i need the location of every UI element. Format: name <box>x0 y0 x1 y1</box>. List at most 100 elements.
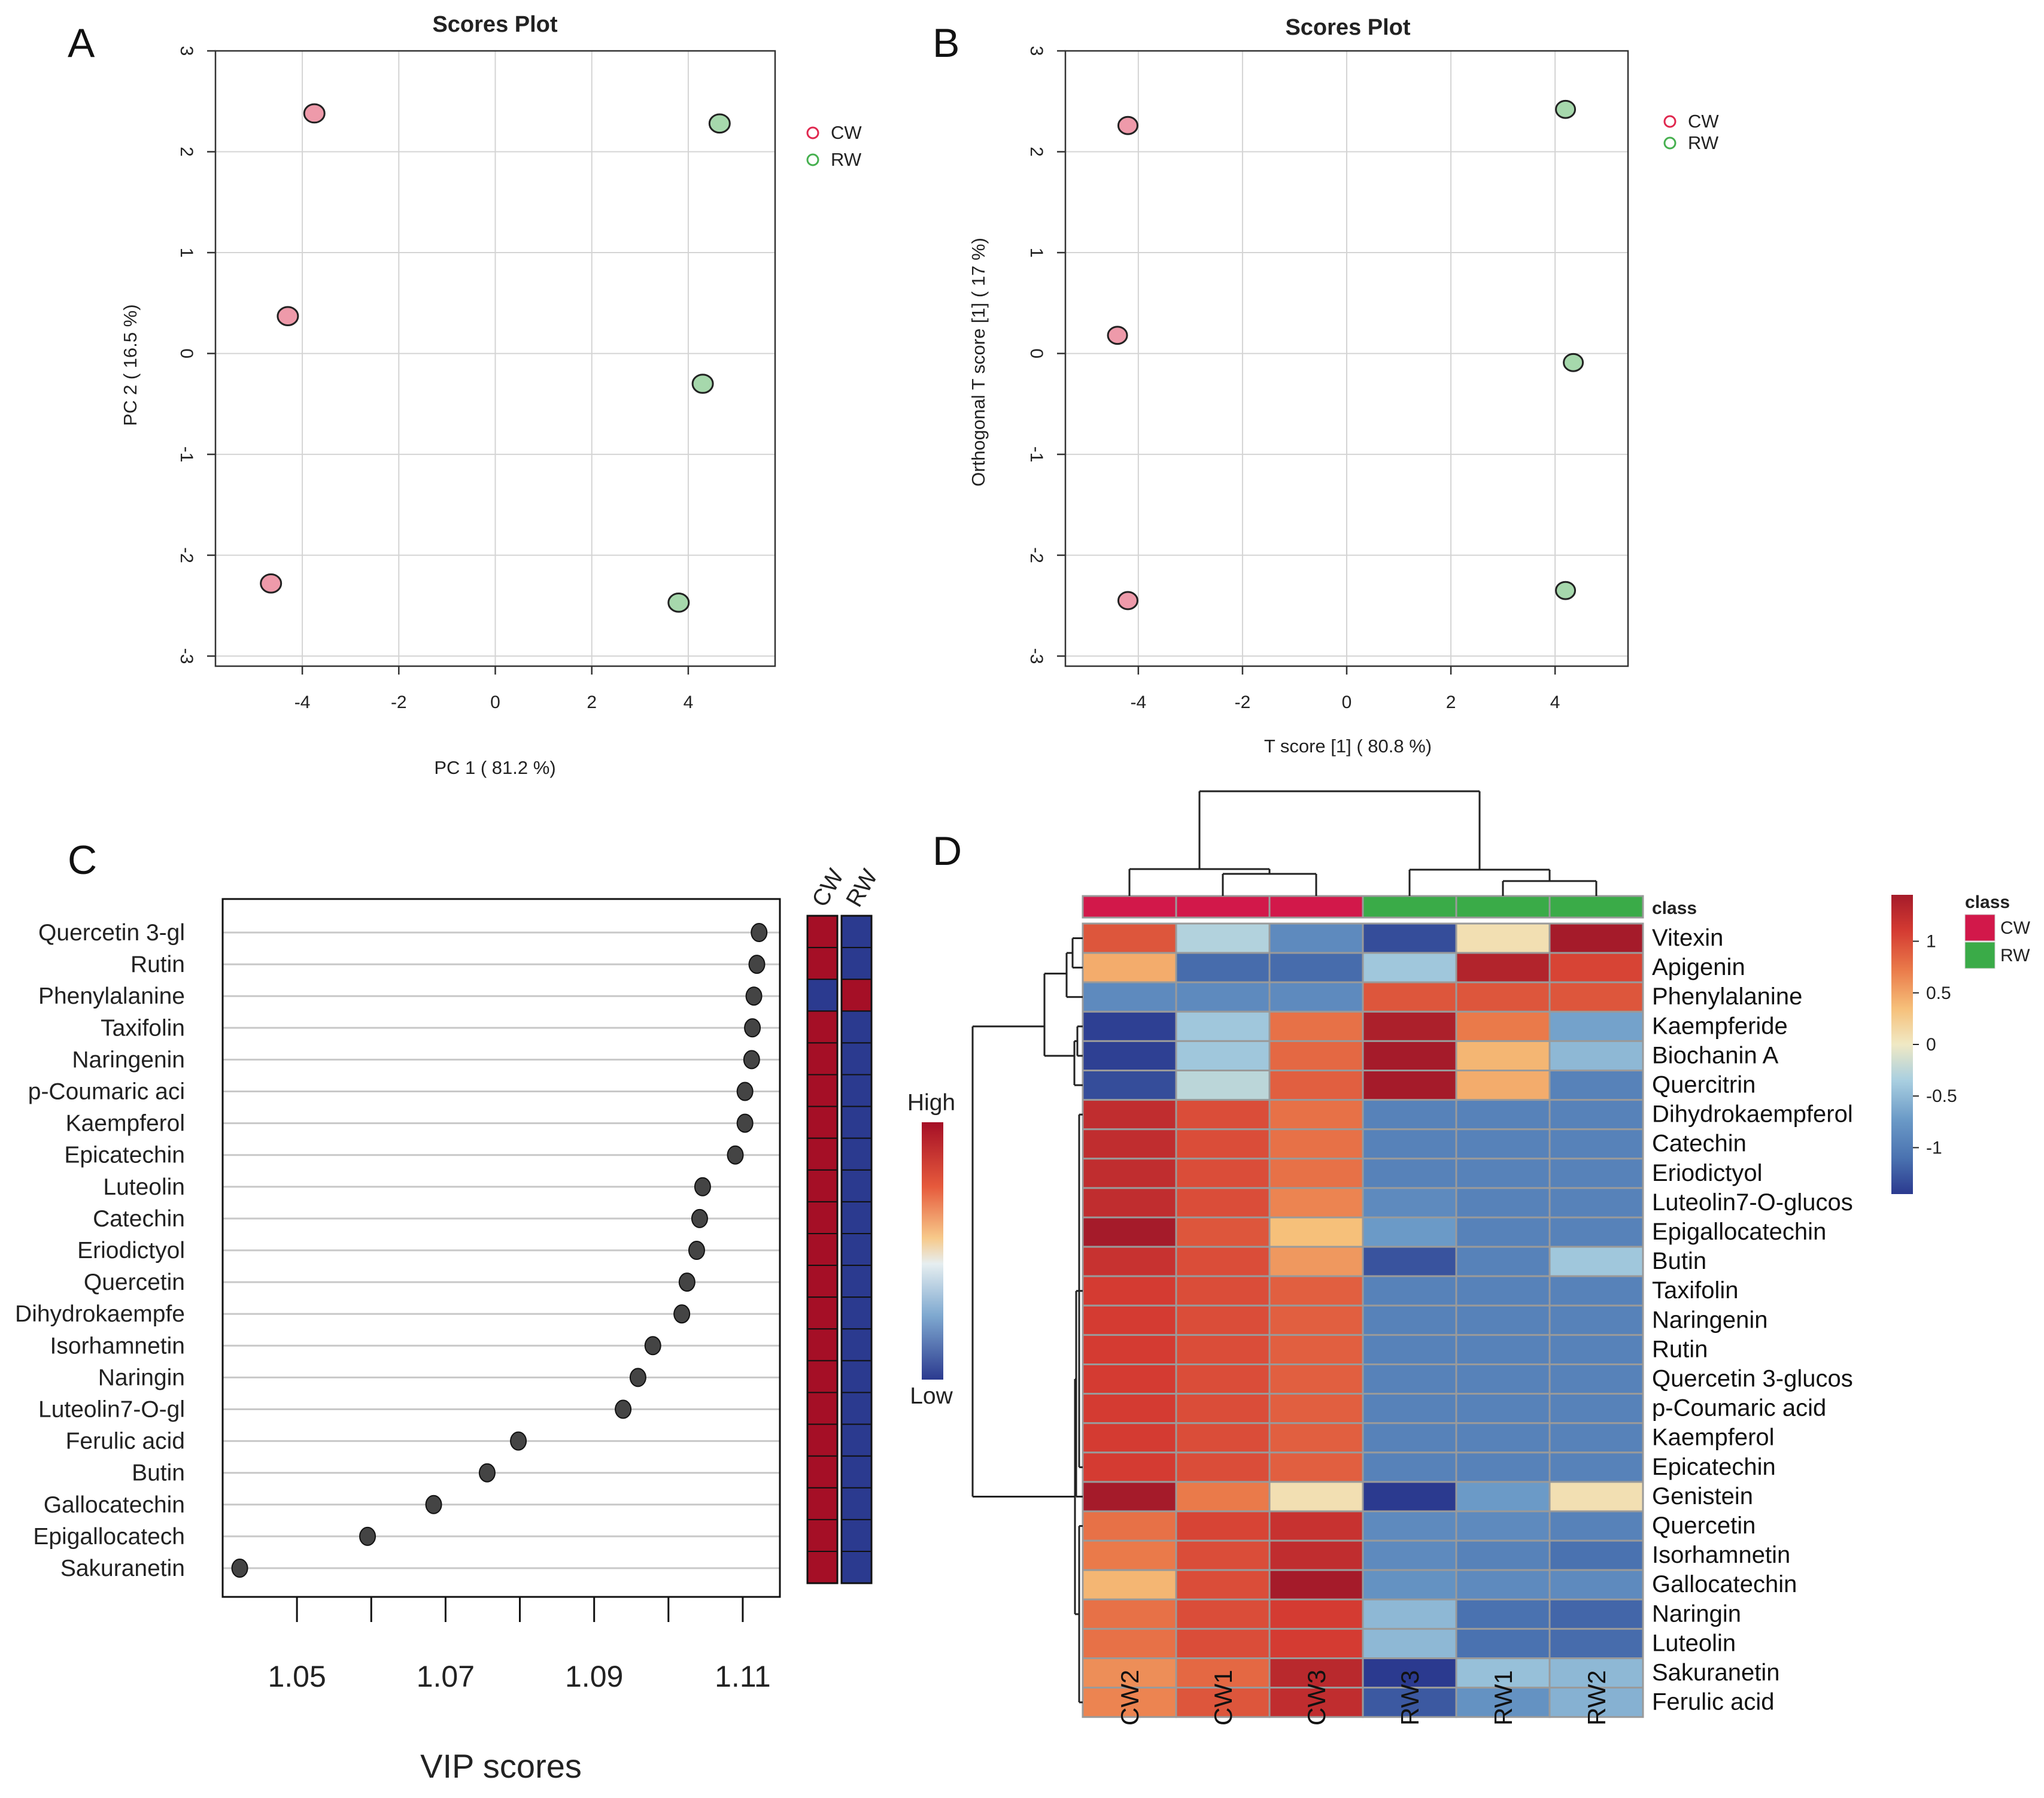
heatmap-cell <box>1268 1099 1364 1131</box>
panel-letter-d: D <box>933 828 962 874</box>
x-tick-label: 2 <box>1446 693 1456 712</box>
heatmap-cell <box>1548 1304 1644 1336</box>
row-label: Naringenin <box>1652 1307 1767 1333</box>
heatmap-cell <box>1362 1363 1457 1395</box>
cell-rw <box>841 1455 872 1489</box>
cell-cw <box>807 1105 838 1139</box>
heatmap-cell <box>1362 1187 1457 1219</box>
heatmap-cell <box>1082 1510 1177 1542</box>
heatmap-cell <box>1455 1422 1551 1454</box>
feature-label: Quercetin 3-gl <box>38 920 185 946</box>
heatmap-cell <box>1175 1070 1271 1101</box>
cell-cw <box>807 1455 838 1489</box>
heatmap-cell <box>1362 1481 1457 1512</box>
heatmap-cell <box>1362 952 1457 983</box>
y-axis-label: Orthogonal T score [1] ( 17 %) <box>968 238 989 487</box>
y-tick-label: -1 <box>1026 447 1046 463</box>
heatmap-cell <box>1268 1158 1364 1189</box>
heatmap-cell <box>1268 1070 1364 1101</box>
cell-cw <box>807 1010 838 1044</box>
vip-point <box>744 1018 761 1038</box>
feature-label: Isorhamnetin <box>50 1333 185 1359</box>
row-label: Ferulic acid <box>1652 1689 1775 1715</box>
heatmap-cell <box>1548 1481 1644 1512</box>
y-axis-label: PC 2 ( 16.5 %) <box>120 304 141 426</box>
heatmap-cell <box>1548 1687 1644 1718</box>
legend-marker-rw <box>806 153 819 166</box>
vip-point <box>727 1145 744 1165</box>
x-tick-label: 1.05 <box>268 1660 326 1693</box>
heatmap-cell <box>1175 1510 1271 1542</box>
heatmap-cell <box>1175 1334 1271 1365</box>
data-point-rw <box>1555 581 1577 600</box>
heatmap-cell <box>1362 1627 1457 1659</box>
panel-letter-c: C <box>68 837 97 883</box>
data-point-cw <box>1117 116 1138 135</box>
heatmap-cell <box>1455 1187 1551 1219</box>
row-label: p-Coumaric acid <box>1652 1395 1826 1422</box>
heatmap-cell <box>1268 1334 1364 1365</box>
heatmap-cell <box>1548 1216 1644 1248</box>
heatmap-cell <box>1082 1275 1177 1307</box>
heatmap-cell <box>1548 1334 1644 1365</box>
cell-rw <box>841 1169 872 1202</box>
heatmap-cell <box>1548 1246 1644 1277</box>
heatmap-cell <box>1175 1099 1271 1131</box>
legend-label: RW <box>831 149 862 170</box>
cell-rw <box>841 1518 872 1552</box>
y-tick-label: -3 <box>177 648 196 664</box>
heatmap-cell <box>1175 981 1271 1013</box>
heatmap-cell <box>1548 1539 1644 1571</box>
heatmap-cell <box>1548 1510 1644 1542</box>
cell-rw <box>841 1423 872 1457</box>
cell-cw <box>807 1296 838 1330</box>
data-point-cw <box>277 306 299 327</box>
cell-rw <box>841 1360 872 1393</box>
colorbar-tick-label: 1 <box>1926 932 1936 952</box>
heatmap-cell <box>1455 1158 1551 1189</box>
data-point-rw <box>667 593 690 613</box>
row-label: Quercitrin <box>1652 1072 1756 1098</box>
colorbar-tick-label: -0.5 <box>1926 1086 1957 1106</box>
feature-label: Epigallocatech <box>33 1524 185 1550</box>
heatmap-cell <box>1455 1128 1551 1160</box>
heatmap-cell <box>1268 981 1364 1013</box>
clustered-heatmap: class Vitexin Apigenin Phenylalanine Kaempfe… <box>971 790 2031 1726</box>
y-tick-label: -1 <box>177 447 196 463</box>
heatmap-cell <box>1268 922 1364 954</box>
heatmap-cell <box>1175 1275 1271 1307</box>
legend-marker-rw <box>1663 136 1676 150</box>
x-tick-label: 2 <box>587 693 597 712</box>
heatmap-cell <box>1268 1598 1364 1630</box>
x-tick-label: 1.07 <box>417 1660 475 1693</box>
vip-point <box>231 1559 248 1578</box>
cell-rw <box>841 1265 872 1298</box>
scores-plot-pca: Scores Plot PC 1 ( 81.2 %) PC 2 ( 16.5 %… <box>120 12 862 778</box>
heatmap-cell <box>1455 1040 1551 1072</box>
cell-cw <box>807 1137 838 1171</box>
heatmap-cell <box>1175 1128 1271 1160</box>
heatmap-cell <box>1455 1510 1551 1542</box>
cell-cw <box>807 1551 838 1584</box>
heatmap-cell <box>1362 1304 1457 1336</box>
heatmap-cell <box>1082 1158 1177 1189</box>
vip-point <box>736 1113 754 1133</box>
heatmap-cell <box>1268 1363 1364 1395</box>
scale-high-label: High <box>907 1090 955 1116</box>
heatmap-cell <box>1455 1598 1551 1630</box>
heatmap-cell <box>1082 1216 1177 1248</box>
heatmap-cell <box>1082 1070 1177 1101</box>
heatmap-cell <box>1548 1627 1644 1659</box>
heatmap-cell <box>1362 1393 1457 1425</box>
x-tick-label: -2 <box>391 693 407 712</box>
heatmap-cell <box>1455 1481 1551 1512</box>
heatmap-cell <box>1268 1422 1364 1454</box>
vip-point <box>644 1336 661 1356</box>
heatmap-cell <box>1548 1128 1644 1160</box>
vip-point <box>425 1495 442 1514</box>
heatmap-cell <box>1082 1187 1177 1219</box>
heatmap-cell <box>1548 1569 1644 1600</box>
cell-rw <box>841 1074 872 1107</box>
cell-rw <box>841 1487 872 1520</box>
